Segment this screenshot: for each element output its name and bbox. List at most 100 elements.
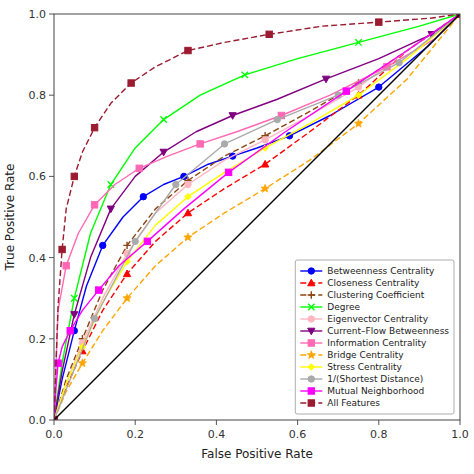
series-marker [221, 141, 227, 147]
y-tick [49, 420, 54, 421]
x-axis-label: False Positive Rate [201, 447, 313, 461]
axes: 0.0 0.2 0.4 0.6 0.8 1.0 0.0 0.2 0.4 0.6 0.8 1.0 [29, 8, 469, 441]
y-tick-label: 0.8 [29, 89, 47, 102]
series-marker [322, 76, 329, 83]
legend-label: Eigenvector Centrality [327, 314, 428, 324]
legend-marker [308, 291, 315, 298]
y-tick-label: 0.4 [29, 252, 47, 265]
series-marker [100, 242, 106, 248]
series-marker [242, 72, 248, 78]
series-marker [71, 173, 77, 179]
x-tick-label: 0.8 [370, 428, 388, 441]
series-marker [274, 116, 280, 122]
x-tick [297, 420, 298, 425]
y-tick-label: 0.0 [29, 414, 47, 427]
series [54, 14, 460, 420]
series [54, 14, 460, 420]
series-marker [67, 327, 73, 333]
series-marker [266, 31, 272, 37]
series-marker [185, 181, 191, 187]
legend-marker [308, 268, 314, 274]
series-marker [376, 84, 382, 90]
series-marker [140, 194, 146, 200]
legend-marker [308, 364, 314, 370]
series-line [54, 14, 460, 420]
legend-label: Degree [327, 302, 360, 312]
y-axis-label: True Positive Rate [3, 164, 17, 272]
x-tick [135, 420, 136, 425]
legend-marker [308, 376, 314, 382]
series-marker [71, 312, 78, 319]
x-tick [216, 420, 217, 425]
series-marker [343, 88, 349, 94]
legend-marker [308, 279, 315, 286]
series-marker [262, 137, 268, 143]
series-marker [144, 238, 150, 244]
series-line [54, 14, 460, 420]
series [54, 14, 460, 420]
x-tick-label: 0.4 [208, 428, 226, 441]
legend-marker [308, 328, 315, 335]
series-marker [355, 92, 361, 98]
series-marker [173, 181, 179, 187]
y-tick [49, 338, 54, 339]
series-marker [78, 359, 86, 367]
series-marker [107, 206, 114, 213]
x-tick [460, 420, 461, 425]
series-marker [123, 294, 131, 302]
series-line [54, 14, 460, 420]
series [54, 14, 460, 420]
series-marker [376, 19, 382, 25]
series-marker [184, 233, 192, 241]
x-tick-label: 0.0 [45, 428, 63, 441]
series [54, 14, 460, 420]
series-marker [132, 238, 138, 244]
series-marker [355, 39, 361, 45]
series [54, 14, 460, 420]
y-tick-label: 0.2 [29, 333, 47, 346]
legend: Betweenness CentralityCloseness Centrali… [295, 260, 454, 414]
plot-frame [54, 14, 460, 420]
legend-marker [308, 304, 314, 310]
legend-label: Clustering Coefficient [327, 290, 424, 300]
y-tick [49, 14, 54, 15]
series-marker [262, 160, 269, 167]
x-tick [378, 420, 379, 425]
series-line [54, 14, 460, 420]
legend-label: Information Centrality [327, 338, 427, 348]
series-marker [225, 169, 231, 175]
legend-label: Betweenness Centrality [327, 266, 435, 276]
x-tick-label: 0.6 [289, 428, 307, 441]
series-line [54, 14, 460, 420]
series-line [54, 14, 460, 420]
series-marker [63, 263, 69, 269]
series-line [54, 14, 460, 420]
series-marker [160, 149, 167, 156]
series-marker [184, 209, 191, 216]
x-tick-label: 1.0 [451, 428, 469, 441]
legend-marker [308, 340, 314, 346]
series-marker [95, 287, 101, 293]
y-tick-label: 1.0 [29, 8, 47, 21]
x-tick-label: 0.2 [126, 428, 144, 441]
series [54, 14, 460, 420]
series-marker [136, 165, 142, 171]
series [54, 14, 460, 420]
series-marker [91, 202, 97, 208]
series-line [54, 14, 460, 420]
series [54, 14, 460, 420]
y-tick-label: 0.6 [29, 170, 47, 183]
chart: 0.0 0.2 0.4 0.6 0.8 1.0 0.0 0.2 0.4 0.6 0.8 1.0 Fals… [0, 0, 474, 474]
legend-marker [308, 388, 314, 394]
series-marker [59, 246, 65, 252]
legend-label: Stress Centrality [327, 362, 402, 372]
series-marker [185, 194, 191, 200]
series-marker [128, 80, 134, 86]
series-marker [396, 60, 402, 66]
x-tick [54, 420, 55, 425]
series-marker [91, 315, 97, 321]
series-marker [197, 141, 203, 147]
series-marker [71, 295, 77, 301]
series-line [54, 14, 460, 420]
series-marker [229, 113, 236, 120]
